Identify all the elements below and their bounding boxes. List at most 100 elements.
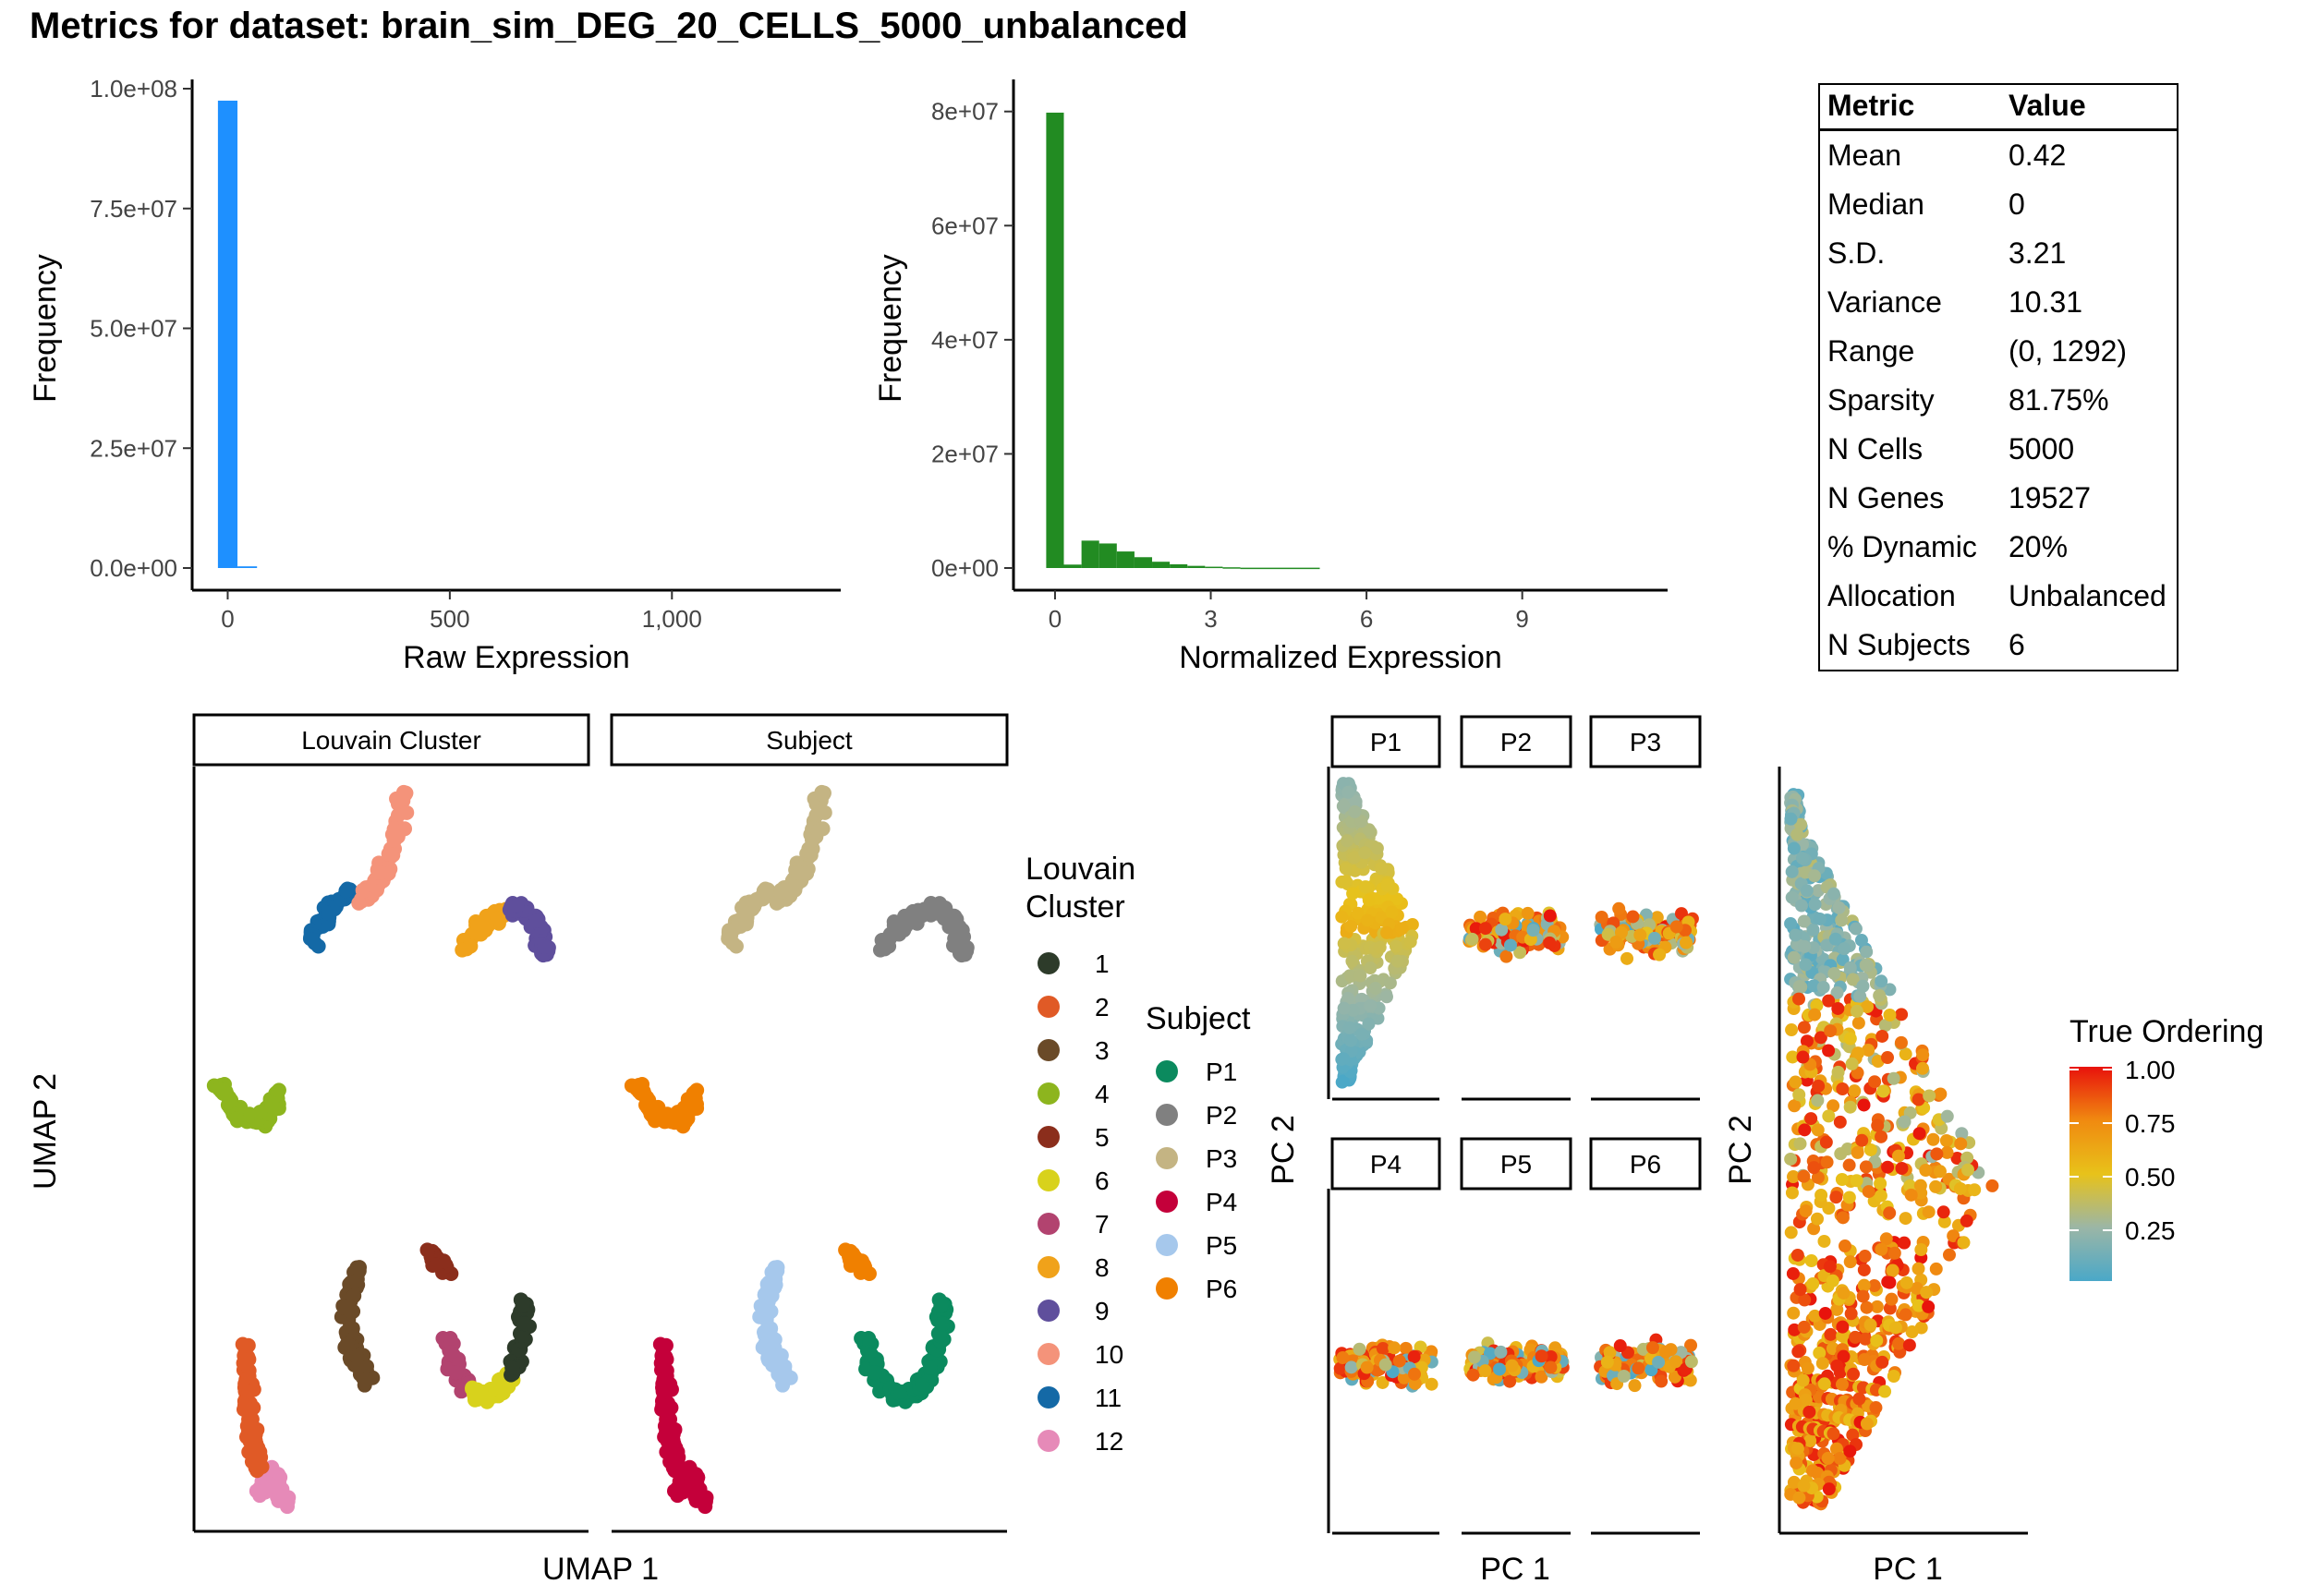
pca-point xyxy=(1846,973,1860,986)
y-tick-label: 5.0e+07 xyxy=(90,315,177,343)
umap-point xyxy=(514,1328,529,1344)
pca-point xyxy=(1899,1276,1913,1289)
x-tick-label: 1,000 xyxy=(642,605,702,633)
pca-point xyxy=(1407,1350,1421,1364)
pca-point xyxy=(1374,862,1388,876)
umap-point xyxy=(252,1457,268,1473)
legend-label: P3 xyxy=(1206,1144,1237,1173)
pca-point xyxy=(1543,909,1557,923)
pca-point xyxy=(1467,1350,1481,1364)
pca-point xyxy=(1787,1306,1801,1320)
pca-point xyxy=(1388,1341,1402,1355)
pca-point xyxy=(1842,1158,1856,1172)
pca-point xyxy=(1785,864,1799,878)
pca-point xyxy=(1874,1177,1887,1191)
pca-point xyxy=(1395,922,1409,936)
table-row: N Cells 5000 xyxy=(1819,425,2178,474)
table-row: Range (0, 1292) xyxy=(1819,327,2178,376)
pca-point xyxy=(1788,1099,1802,1113)
pca-point xyxy=(1813,1346,1827,1360)
pca-point xyxy=(1535,1370,1548,1384)
pca-point xyxy=(1786,1266,1800,1280)
pca-point xyxy=(1814,1188,1828,1202)
pca-point xyxy=(1793,1137,1807,1151)
pca-point xyxy=(1904,1188,1918,1202)
pca-point xyxy=(1465,932,1479,946)
pca-point xyxy=(1813,912,1827,925)
umap-point xyxy=(893,1384,909,1399)
pca-point xyxy=(1857,1263,1871,1276)
pca-point xyxy=(1353,1342,1366,1356)
x-tick-label: 9 xyxy=(1515,605,1528,633)
umap-point xyxy=(659,1351,674,1367)
pca-point xyxy=(1916,1048,1930,1062)
pca-point xyxy=(1647,931,1661,945)
pca-point xyxy=(1362,1017,1376,1031)
pca-point xyxy=(1505,1359,1519,1372)
legend-swatch xyxy=(1156,1060,1178,1082)
pca-point xyxy=(1800,884,1814,898)
pca-point xyxy=(1892,1336,1906,1350)
umap-point xyxy=(928,898,943,913)
pca-point xyxy=(1807,1161,1821,1175)
pca-point xyxy=(1469,922,1483,936)
pca-point xyxy=(1342,1021,1356,1034)
umap-point xyxy=(272,1485,287,1501)
facet-strip xyxy=(1589,715,1702,768)
metric-value: 10.31 xyxy=(2009,285,2083,319)
pca-point xyxy=(1860,1417,1874,1431)
colorbar xyxy=(2069,1067,2112,1281)
pca-point xyxy=(1859,959,1873,973)
histogram-bar xyxy=(1116,551,1135,568)
legend-title: Subject xyxy=(1146,1001,1251,1036)
pca-point xyxy=(1851,1145,1864,1159)
pca-point xyxy=(1544,1360,1558,1374)
histogram-bar xyxy=(1081,540,1099,568)
umap-point xyxy=(908,911,924,926)
pca-point xyxy=(1894,1035,1908,1049)
metrics-header-metric: Metric xyxy=(1819,84,2001,131)
pca-point xyxy=(1493,1362,1507,1376)
pca-point xyxy=(1886,1264,1899,1277)
legend-swatch xyxy=(1156,1191,1178,1213)
pca-point xyxy=(1863,1143,1877,1156)
pca-point xyxy=(1789,1075,1802,1089)
pca-point xyxy=(1425,1377,1438,1391)
x-axis-title: Normalized Expression xyxy=(1179,640,1502,675)
pca-point xyxy=(1408,1376,1422,1390)
umap-point xyxy=(490,911,505,926)
pca-point xyxy=(1902,1338,1916,1352)
pca-point xyxy=(1390,954,1404,968)
metric-name: % Dynamic xyxy=(1827,530,1977,563)
pca-point xyxy=(1863,1318,1877,1332)
pca-point xyxy=(1785,1023,1799,1037)
legend-title: Louvain xyxy=(1026,852,1135,887)
pca-point xyxy=(1792,1088,1806,1102)
histogram-bar xyxy=(1187,565,1206,568)
legend-swatch xyxy=(1038,1430,1060,1452)
pca-point xyxy=(1883,1206,1897,1220)
pca-point xyxy=(1499,949,1513,963)
pca-all-cells-plot: PC 1 PC 2 True Ordering 1.00 0.75 0.50 0.25 xyxy=(1723,767,2264,1587)
table-row: Mean 0.42 xyxy=(1819,130,2178,181)
histogram-bar xyxy=(1046,112,1064,568)
pca-point xyxy=(1887,1246,1901,1260)
pca-point xyxy=(1843,961,1857,974)
pca-point xyxy=(1817,1234,1831,1248)
pca-point xyxy=(1823,1260,1837,1274)
pca-point xyxy=(1851,1016,1865,1030)
histogram-bar xyxy=(1205,566,1223,569)
pca-point xyxy=(1942,1248,1956,1262)
pca-point xyxy=(1898,1115,1912,1129)
pca-point xyxy=(1478,922,1492,936)
raw-expression-histogram: 0.0e+00 2.5e+07 5.0e+07 7.5e+07 1.0e+08 0 500 1… xyxy=(28,75,841,675)
pca-point xyxy=(1912,1299,1925,1312)
pca-point xyxy=(1905,1325,1919,1339)
pca-point xyxy=(1806,1276,1820,1290)
pca-point xyxy=(1861,1000,1875,1014)
pca-point xyxy=(1875,1242,1888,1256)
metric-value: 0 xyxy=(2009,187,2025,221)
umap-point xyxy=(392,824,407,840)
legend-label: 5 xyxy=(1095,1123,1110,1152)
umap-point xyxy=(629,1082,645,1097)
